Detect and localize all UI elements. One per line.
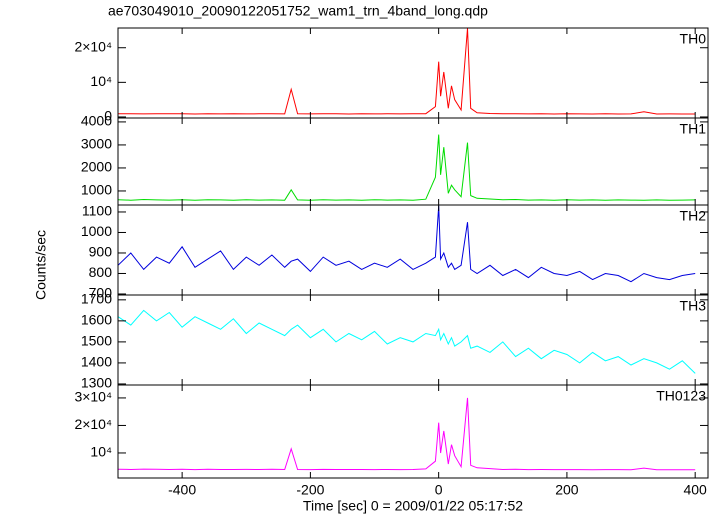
panel-frame [117, 294, 709, 386]
x-tick-label: 200 [555, 482, 579, 498]
y-tick-label: 1500 [81, 333, 112, 349]
panel-label: TH1 [680, 121, 707, 137]
panel-frame [117, 204, 709, 296]
y-tick-label: 10⁴ [90, 444, 112, 460]
y-tick-label: 900 [89, 244, 113, 260]
y-tick-label: 2000 [81, 159, 112, 175]
y-tick-label: 10⁴ [90, 73, 112, 89]
y-tick-label: 1000 [81, 182, 112, 198]
panel-frame [117, 117, 709, 206]
y-axis-label: Counts/sec [33, 230, 49, 300]
y-tick-label: 2×10⁴ [74, 38, 112, 54]
y-tick-label: 3×10⁴ [74, 389, 112, 405]
data-line [118, 134, 696, 201]
y-tick-label: 1600 [81, 312, 112, 328]
data-line [118, 309, 696, 374]
panel-frame [117, 27, 709, 119]
y-tick-label: 3000 [81, 136, 112, 152]
x-tick-label: 0 [435, 482, 443, 498]
x-tick-label: -200 [296, 482, 324, 498]
y-tick-label: 800 [89, 264, 113, 280]
y-tick-label: 700 [89, 285, 113, 301]
y-tick-label: 1000 [81, 223, 112, 239]
panel-label: TH3 [680, 298, 707, 314]
y-tick-label: 1400 [81, 354, 112, 370]
y-tick-label: 1700 [81, 291, 112, 307]
panel-label: TH0 [680, 31, 707, 47]
x-tick-label: -400 [168, 482, 196, 498]
panel-label: TH2 [680, 208, 707, 224]
data-line [118, 397, 696, 471]
panel-label: TH0123 [656, 388, 706, 404]
y-tick-label: 0 [104, 108, 112, 124]
x-axis-label: Time [sec] 0 = 2009/01/22 05:17:52 [303, 498, 523, 514]
y-tick-label: 2×10⁴ [74, 416, 112, 432]
y-tick-label: 1300 [81, 375, 112, 391]
x-tick-label: 400 [683, 482, 707, 498]
y-tick-label: 4000 [81, 113, 112, 129]
data-line [118, 28, 696, 115]
data-line [118, 205, 696, 283]
y-tick-label: 1100 [82, 203, 112, 219]
panel-frame [117, 384, 709, 479]
chart-title: ae703049010_20090122051752_wam1_trn_4ban… [108, 3, 488, 19]
